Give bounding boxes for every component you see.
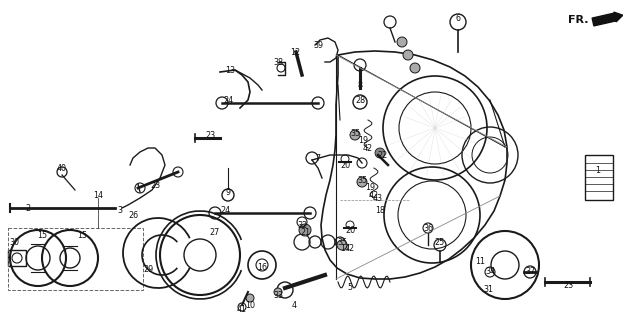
Circle shape bbox=[403, 50, 413, 60]
Text: 1: 1 bbox=[596, 165, 601, 174]
Bar bbox=[8, 228, 143, 290]
Text: 25: 25 bbox=[435, 237, 445, 246]
Circle shape bbox=[299, 224, 311, 236]
Text: 35: 35 bbox=[357, 175, 367, 185]
Text: 37: 37 bbox=[525, 268, 535, 276]
Text: 39: 39 bbox=[313, 41, 323, 50]
Text: 42: 42 bbox=[345, 244, 355, 252]
Text: 12: 12 bbox=[290, 47, 300, 57]
Text: 20: 20 bbox=[345, 226, 355, 235]
Text: 43: 43 bbox=[373, 194, 383, 203]
Circle shape bbox=[337, 240, 347, 250]
Circle shape bbox=[410, 63, 420, 73]
Text: 8: 8 bbox=[358, 81, 363, 90]
Text: 29: 29 bbox=[143, 266, 153, 275]
Text: 10: 10 bbox=[245, 300, 255, 309]
Text: 38: 38 bbox=[273, 58, 283, 67]
Text: 9: 9 bbox=[226, 188, 231, 196]
Text: 4: 4 bbox=[292, 300, 297, 309]
Text: 15: 15 bbox=[77, 230, 87, 239]
Text: 3: 3 bbox=[118, 205, 123, 214]
FancyArrow shape bbox=[592, 12, 623, 26]
Text: 14: 14 bbox=[93, 190, 103, 199]
Circle shape bbox=[274, 288, 282, 296]
Text: 19: 19 bbox=[365, 182, 375, 191]
Text: 19: 19 bbox=[358, 135, 368, 145]
Text: 33: 33 bbox=[273, 291, 283, 300]
Text: 42: 42 bbox=[363, 143, 373, 153]
Text: 42: 42 bbox=[369, 190, 379, 199]
Text: 17: 17 bbox=[340, 244, 350, 252]
Text: 16: 16 bbox=[257, 263, 267, 273]
Bar bbox=[8, 250, 26, 266]
Text: 35: 35 bbox=[337, 237, 347, 246]
Text: 7: 7 bbox=[315, 154, 321, 163]
Text: 34: 34 bbox=[485, 268, 495, 276]
Text: 21: 21 bbox=[300, 228, 310, 236]
Text: 24: 24 bbox=[223, 95, 233, 105]
Text: 40: 40 bbox=[57, 164, 67, 172]
Circle shape bbox=[246, 294, 254, 302]
Text: 32: 32 bbox=[297, 220, 307, 229]
Circle shape bbox=[397, 37, 407, 47]
Text: 20: 20 bbox=[340, 161, 350, 170]
Text: 15: 15 bbox=[37, 230, 47, 239]
Text: 5: 5 bbox=[348, 284, 353, 292]
Text: 28: 28 bbox=[355, 95, 365, 105]
Circle shape bbox=[357, 177, 367, 187]
Text: 23: 23 bbox=[150, 180, 160, 189]
Text: FR.: FR. bbox=[568, 15, 589, 25]
Circle shape bbox=[350, 130, 360, 140]
Text: 41: 41 bbox=[237, 306, 247, 315]
Text: 6: 6 bbox=[455, 13, 460, 22]
Text: 18: 18 bbox=[375, 205, 385, 214]
Circle shape bbox=[375, 148, 385, 158]
Text: 31: 31 bbox=[483, 285, 493, 294]
Text: 11: 11 bbox=[475, 258, 485, 267]
Text: 36: 36 bbox=[423, 223, 433, 233]
Text: 22: 22 bbox=[378, 150, 388, 159]
Text: 35: 35 bbox=[350, 129, 360, 138]
Text: 26: 26 bbox=[128, 211, 138, 220]
Text: 30: 30 bbox=[9, 237, 19, 246]
Text: 23: 23 bbox=[205, 131, 215, 140]
Text: 23: 23 bbox=[563, 281, 573, 290]
Text: 13: 13 bbox=[225, 66, 235, 75]
Text: 24: 24 bbox=[220, 205, 230, 214]
Text: 27: 27 bbox=[210, 228, 220, 236]
Text: 2: 2 bbox=[26, 204, 31, 212]
